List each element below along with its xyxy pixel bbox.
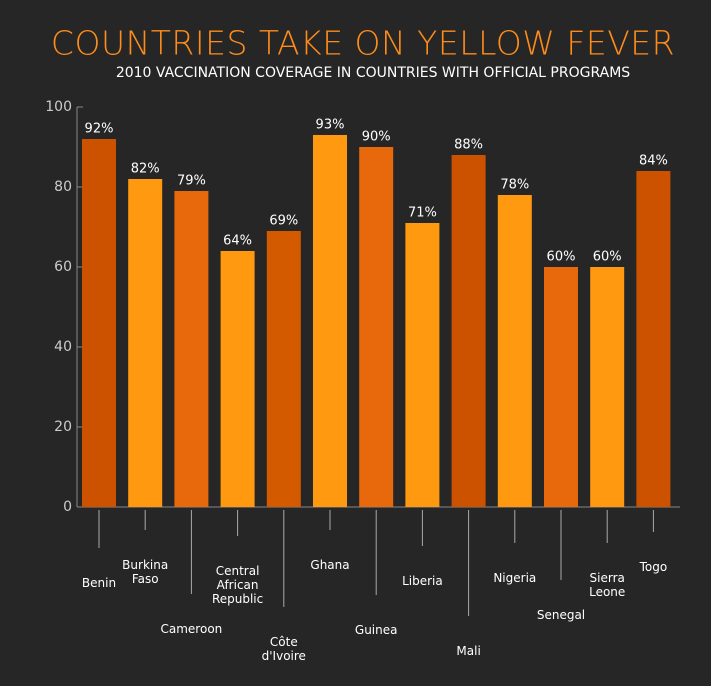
bar	[405, 223, 440, 507]
x-tick-label: Senegal	[536, 608, 586, 622]
y-tick-label: 20	[54, 419, 72, 435]
bar	[128, 179, 163, 507]
bar	[359, 147, 394, 507]
y-tick-label: 40	[54, 339, 72, 355]
x-tick-label: Sierra Leone	[589, 571, 626, 599]
x-tick-label: Côte d'Ivoire	[261, 635, 306, 663]
bar	[590, 267, 625, 507]
value-label: 78%	[500, 178, 529, 193]
chart-title: COUNTRIES TAKE ON YELLOW FEVER	[51, 24, 675, 63]
value-label: 69%	[269, 214, 298, 229]
x-tick-label: Ghana	[310, 558, 350, 572]
value-label: 82%	[131, 162, 160, 177]
value-label: 93%	[316, 118, 345, 133]
value-label: 64%	[223, 234, 252, 249]
value-label: 92%	[85, 122, 114, 137]
y-tick-label: 100	[45, 99, 72, 115]
x-tick-label: Togo	[639, 560, 668, 574]
bar	[266, 231, 301, 507]
y-tick-label: 80	[54, 179, 72, 195]
bar	[451, 155, 486, 507]
value-label: 84%	[639, 154, 668, 169]
value-label: 88%	[454, 138, 483, 153]
bar	[313, 135, 347, 507]
value-label: 60%	[593, 250, 622, 265]
x-tick-label: Central African Republic	[211, 564, 264, 606]
x-tick-label: Liberia	[402, 574, 443, 588]
x-tick-label: Cameroon	[160, 622, 223, 636]
value-label: 79%	[177, 174, 206, 189]
bar	[544, 267, 578, 507]
x-tick-label: Benin	[81, 576, 117, 590]
x-tick-label: Mali	[456, 644, 481, 658]
value-label: 60%	[547, 250, 576, 265]
y-tick-label: 60	[54, 259, 72, 275]
x-tick-label: Guinea	[354, 623, 398, 637]
y-tick-label: 0	[63, 499, 72, 515]
x-tick-label: Nigeria	[493, 571, 537, 585]
bar	[174, 191, 209, 507]
chart-subtitle: 2010 VACCINATION COVERAGE IN COUNTRIES W…	[116, 65, 630, 81]
x-tick-label: Burkina Faso	[122, 558, 169, 586]
value-label: 71%	[408, 206, 437, 221]
bar	[497, 195, 532, 507]
bar	[220, 251, 255, 507]
bar	[636, 171, 671, 507]
value-label: 90%	[362, 130, 391, 145]
bar	[82, 139, 116, 507]
